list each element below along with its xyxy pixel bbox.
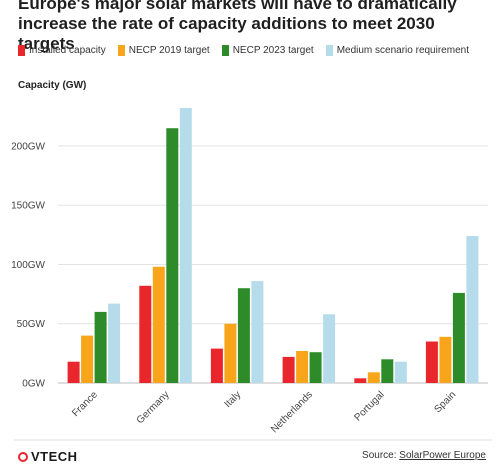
bar [81, 335, 94, 383]
legend-item: Installed capacity [18, 44, 106, 56]
y-tick-label: 100GW [11, 260, 45, 271]
legend-item: NECP 2023 target [221, 44, 314, 56]
y-axis-label: Capacity (GW) [18, 80, 87, 91]
bar [381, 359, 394, 383]
bar [210, 348, 223, 383]
source-prefix: Source: [362, 450, 400, 461]
x-tick-label: France [70, 389, 100, 419]
legend-swatch [117, 44, 125, 56]
legend-label: Medium scenario requirement [336, 44, 469, 56]
bar [367, 372, 380, 383]
bar [452, 292, 465, 383]
x-tick-label: Spain [432, 389, 458, 415]
bar [94, 311, 107, 383]
bar [224, 323, 237, 383]
y-tick-label: 50GW [17, 319, 46, 330]
bar [323, 314, 336, 384]
source-note: Source: SolarPower Europe [362, 450, 486, 461]
pvtech-logo-icon [18, 451, 28, 462]
bar [179, 108, 192, 383]
bar [237, 288, 250, 383]
bar [466, 236, 479, 383]
legend-swatch [221, 44, 229, 56]
bar [166, 128, 179, 383]
y-tick-label: 200GW [11, 141, 45, 152]
bar [251, 281, 264, 383]
bar [354, 378, 367, 383]
x-tick-label: Netherlands [269, 389, 315, 435]
legend-swatch [18, 44, 25, 56]
bar [439, 336, 452, 383]
legend-label: NECP 2019 target [128, 44, 210, 56]
logo-text: VTECH [31, 449, 78, 464]
legend-label: Installed capacity [29, 44, 106, 56]
legend-item: Medium scenario requirement [325, 44, 469, 56]
y-tick-label: 150GW [11, 201, 45, 212]
bar [296, 351, 309, 383]
bar [108, 303, 121, 383]
legend-label: NECP 2023 target [232, 44, 314, 56]
legend-item: NECP 2019 target [117, 44, 210, 56]
pvtech-logo: VTECH [18, 449, 78, 464]
chart-title: Europe's major solar markets will have t… [18, 0, 457, 53]
legend: Installed capacity NECP 2019 target NECP 2… [18, 43, 469, 57]
x-tick-label: Italy [223, 389, 244, 410]
x-tick-label: Portugal [353, 389, 387, 423]
y-tick-label: 0GW [22, 379, 45, 390]
bar [152, 266, 165, 383]
source-link[interactable]: SolarPower Europe [399, 450, 486, 461]
x-tick-label: Germany [135, 389, 172, 426]
bar [425, 341, 438, 383]
bar [67, 361, 80, 383]
legend-swatch [325, 44, 333, 56]
bar [139, 285, 152, 383]
bar [282, 356, 295, 383]
bar [394, 361, 407, 383]
bar [309, 352, 322, 383]
